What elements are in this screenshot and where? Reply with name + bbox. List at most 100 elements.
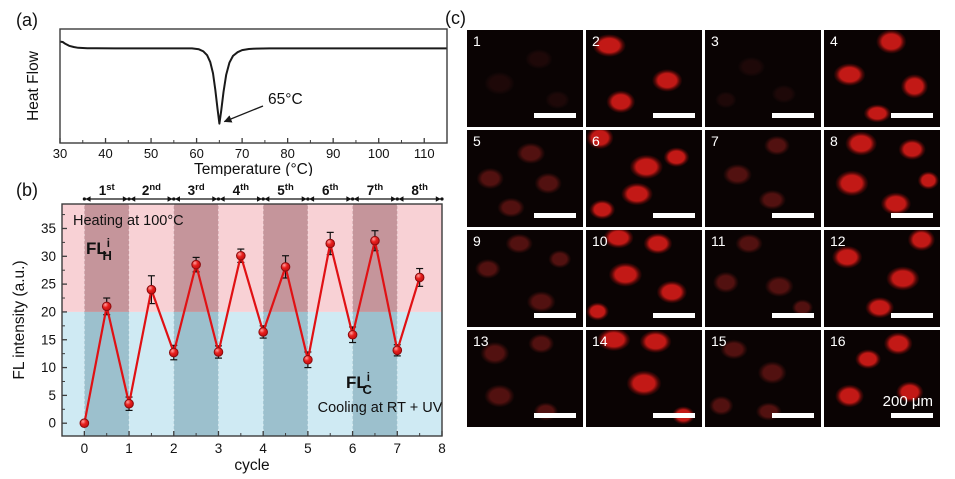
cycle-arrowhead xyxy=(174,196,180,202)
x-axis-label: cycle xyxy=(234,457,269,474)
data-point xyxy=(124,398,134,409)
cycle-arrowhead xyxy=(301,196,307,202)
scale-bar xyxy=(653,313,695,318)
cycle-arrowhead xyxy=(346,196,352,202)
scale-bar xyxy=(653,113,695,118)
y-tick-label: 30 xyxy=(41,249,56,264)
dark-band-heating xyxy=(352,204,398,312)
x-tick-label: 7 xyxy=(394,441,402,456)
data-point xyxy=(258,327,268,337)
fl-heating-label: FLi H xyxy=(86,238,112,263)
tile-number: 8 xyxy=(830,133,838,149)
panel-b-label: (b) xyxy=(16,180,38,200)
x-tick-label: 1 xyxy=(125,441,133,456)
cycle-label: 1st xyxy=(99,182,116,198)
fl-cooling-label: FLi C xyxy=(346,372,372,397)
cycle-label: 6th xyxy=(322,182,339,198)
scale-bar xyxy=(772,113,814,118)
cycle-arrowhead xyxy=(219,196,225,202)
data-point xyxy=(370,235,380,246)
cycle-label: 8th xyxy=(411,182,428,198)
cycle-arrowhead xyxy=(353,196,359,202)
micrograph-tile: 1 xyxy=(467,30,583,127)
x-tick-label: 70 xyxy=(235,146,249,161)
data-point xyxy=(236,250,246,261)
data-point xyxy=(191,259,201,270)
data-point xyxy=(213,347,224,357)
scale-bar xyxy=(534,113,576,118)
micrograph-tile: 11 xyxy=(705,230,821,327)
cycle-label: 7th xyxy=(367,182,384,198)
tile-number: 2 xyxy=(592,33,600,49)
plot-frame xyxy=(59,28,448,144)
cycle-boundary-dot xyxy=(127,197,131,201)
x-tick-label: 4 xyxy=(259,441,267,456)
x-tick-label: 90 xyxy=(326,146,340,161)
y-tick-label: 15 xyxy=(41,332,56,347)
cycle-arrowhead xyxy=(122,196,128,202)
micrograph-tile: 4 xyxy=(824,30,940,127)
scale-bar xyxy=(534,413,576,418)
scale-bar xyxy=(534,213,576,218)
cycle-arrowhead xyxy=(167,196,173,202)
heating-label: Heating at 100°C xyxy=(73,213,184,229)
y-axis-label: FL intensity (a.u.) xyxy=(11,260,28,379)
micrograph-tile: 6 xyxy=(586,130,702,227)
micrograph-tile: 16 200 μm xyxy=(824,330,940,427)
data-point xyxy=(101,301,112,312)
cycle-label: 2nd xyxy=(142,182,161,198)
dark-band-heating xyxy=(84,204,130,312)
scale-bar xyxy=(891,213,933,218)
cycle-arrowhead xyxy=(309,196,315,202)
panel-c-label: (c) xyxy=(445,8,466,28)
micrograph-tile: 9 xyxy=(467,230,583,327)
y-axis-label: Heat Flow xyxy=(25,50,42,121)
data-point xyxy=(79,418,90,429)
y-tick-label: 20 xyxy=(41,304,56,319)
data-point xyxy=(146,284,157,295)
micrograph-tile: 2 xyxy=(586,30,702,127)
y-tick-label: 5 xyxy=(48,388,56,403)
scale-bar xyxy=(772,413,814,418)
tile-number: 13 xyxy=(473,333,489,349)
dark-band-cooling xyxy=(173,311,219,436)
cycle-boundary-dot xyxy=(440,197,444,201)
x-tick-label: 8 xyxy=(438,441,446,456)
micrograph-tile: 10 xyxy=(586,230,702,327)
micrograph-tile: 12 xyxy=(824,230,940,327)
tile-number: 15 xyxy=(711,333,727,349)
x-tick-label: 5 xyxy=(304,441,312,456)
cycle-boundary-dot xyxy=(82,197,86,201)
tile-number: 16 xyxy=(830,333,846,349)
data-point xyxy=(414,272,425,283)
tile-number: 12 xyxy=(830,233,846,249)
micrograph-tile: 14 xyxy=(586,330,702,427)
data-point xyxy=(280,262,291,272)
x-tick-label: 80 xyxy=(280,146,294,161)
y-tick-label: 25 xyxy=(41,277,56,292)
data-point xyxy=(303,354,313,365)
micrograph-grid: 1 2 3 4 5 6 7 8 9 10 11 12 13 14 15 16 200 μm xyxy=(467,30,940,427)
cycle-label: 4th xyxy=(233,182,250,198)
cycle-arrowhead xyxy=(264,196,270,202)
scale-bar xyxy=(772,313,814,318)
cycle-arrowhead xyxy=(256,196,262,202)
plot-frame xyxy=(61,203,443,437)
data-point xyxy=(392,345,403,356)
x-tick-label: 6 xyxy=(349,441,357,456)
dsc-curve-line xyxy=(59,40,447,125)
x-tick-label: 3 xyxy=(215,441,223,456)
tile-number: 6 xyxy=(592,133,600,149)
y-tick-label: 10 xyxy=(41,360,56,375)
scale-bar xyxy=(653,413,695,418)
scale-bar xyxy=(534,313,576,318)
panel-a-label: (a) xyxy=(16,10,38,30)
cycle-boundary-dot xyxy=(261,197,265,201)
micrograph-tile: 3 xyxy=(705,30,821,127)
data-point xyxy=(168,347,179,358)
scale-label: 200 μm xyxy=(882,393,933,410)
scale-bar xyxy=(891,113,933,118)
y-tick-label: 35 xyxy=(41,221,56,236)
scale-bar xyxy=(653,213,695,218)
